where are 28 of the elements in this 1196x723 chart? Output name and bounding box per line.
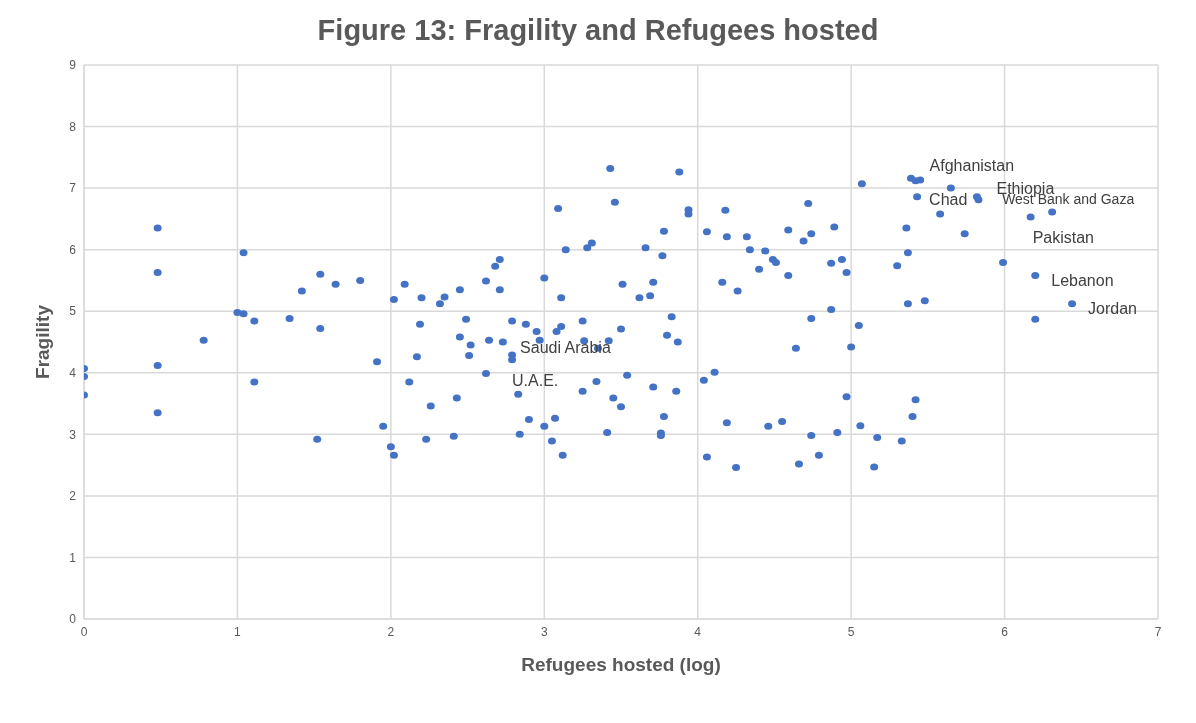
y-tick-label: 8 <box>69 119 77 134</box>
y-tick-label: 9 <box>69 58 77 73</box>
x-axis-title: Refugees hosted (log) <box>521 654 721 675</box>
y-tick-label: 6 <box>69 242 77 257</box>
y-axis-title: Fragility <box>31 304 53 379</box>
annotation: Saudi Arabia <box>520 339 611 357</box>
y-tick-label: 4 <box>69 366 77 381</box>
x-tick-label: 5 <box>847 624 855 639</box>
x-tick-label: 6 <box>1001 624 1009 639</box>
y-tick-label: 7 <box>69 181 77 196</box>
y-tick-label: 1 <box>69 550 77 565</box>
chart-title: Figure 13: Fragility and Refugees hosted <box>316 14 880 47</box>
y-tick-label: 3 <box>69 427 77 442</box>
annotation: U.A.E. <box>512 372 559 390</box>
annotation: Jordan <box>1088 300 1137 318</box>
x-tick-label: 0 <box>80 624 88 639</box>
y-tick-label: 5 <box>69 304 77 319</box>
annotation: Afghanistan <box>929 156 1015 174</box>
x-tick-label: 1 <box>234 624 242 639</box>
annotation: Pakistan <box>1032 229 1095 247</box>
y-tick-label: 0 <box>69 612 77 627</box>
annotation: Lebanon <box>1051 271 1114 289</box>
x-tick-label: 7 <box>1154 624 1162 639</box>
x-tick-label: 4 <box>694 624 702 639</box>
y-tick-label: 2 <box>69 489 77 504</box>
x-tick-label: 3 <box>540 624 548 639</box>
x-tick-label: 2 <box>387 624 395 639</box>
annotation: Chad <box>929 190 968 208</box>
